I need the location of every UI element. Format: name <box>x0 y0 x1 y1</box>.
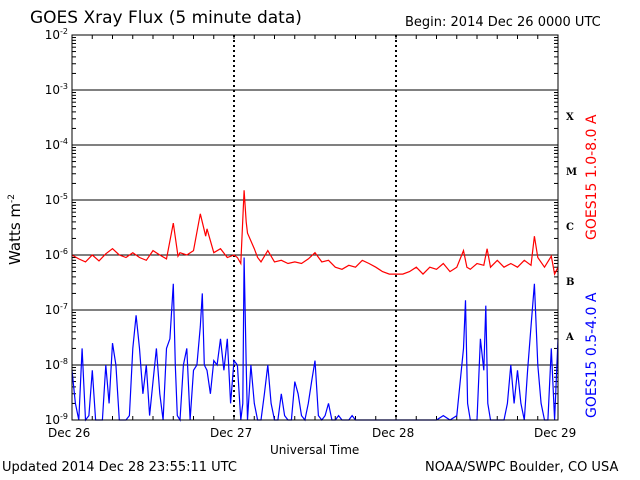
flare-class-label: M <box>566 166 578 178</box>
y-tick-exp: -8 <box>60 357 68 366</box>
flare-class-label: X <box>566 111 574 123</box>
x-axis-label: Universal Time <box>270 443 360 457</box>
y-tick-label: 10-7 <box>45 302 68 317</box>
flare-class-label: B <box>566 276 575 288</box>
y-tick-exp: -2 <box>60 27 68 36</box>
credit-line: NOAA/SWPC Boulder, CO USA <box>425 460 619 475</box>
series-line-long <box>71 190 559 276</box>
series-line-short <box>71 257 559 422</box>
y-axis-label-exp: -2 <box>7 193 17 203</box>
y-axis-label: Watts m-2 <box>6 194 24 265</box>
y-tick-exp: -5 <box>60 192 68 201</box>
y-tick-label: 10-5 <box>45 192 68 207</box>
x-tick-label: Dec 26 <box>48 426 91 440</box>
y-tick-exp: -3 <box>60 82 68 91</box>
y-tick-base: 10 <box>44 28 61 42</box>
y-tick-base: 10 <box>44 413 61 427</box>
y-tick-label: 10-4 <box>45 137 68 152</box>
plot-frame <box>71 34 559 421</box>
y-tick-label: 10-9 <box>45 412 68 427</box>
y-tick-exp: -4 <box>60 137 68 146</box>
y-tick-label: 10-8 <box>45 357 68 372</box>
x-tick-label: Dec 29 <box>534 426 577 440</box>
flare-class-label: C <box>566 221 574 233</box>
y-tick-base: 10 <box>44 193 61 207</box>
y-axis-label-base: Watts m <box>6 202 24 265</box>
begin-time: Begin: 2014 Dec 26 0000 UTC <box>405 15 601 30</box>
series-label-short: GOES15 0.5-4.0 A <box>584 292 600 418</box>
y-tick-label: 10-3 <box>45 82 68 97</box>
y-tick-base: 10 <box>44 248 61 262</box>
chart-title: GOES Xray Flux (5 minute data) <box>30 8 302 28</box>
y-tick-label: 10-2 <box>45 27 68 42</box>
y-tick-base: 10 <box>44 303 61 317</box>
y-tick-base: 10 <box>44 83 61 97</box>
chart-series <box>71 190 559 422</box>
y-tick-exp: -7 <box>60 302 68 311</box>
y-tick-exp: -6 <box>60 247 68 256</box>
y-tick-label: 10-6 <box>45 247 68 262</box>
y-tick-base: 10 <box>44 138 61 152</box>
y-tick-exp: -9 <box>60 412 68 421</box>
flare-class-label: A <box>566 331 574 343</box>
y-tick-base: 10 <box>44 358 61 372</box>
updated-timestamp: Updated 2014 Dec 28 23:55:11 UTC <box>2 460 237 475</box>
x-tick-label: Dec 28 <box>372 426 415 440</box>
x-tick-label: Dec 27 <box>210 426 253 440</box>
series-label-long: GOES15 1.0-8.0 A <box>584 114 600 240</box>
